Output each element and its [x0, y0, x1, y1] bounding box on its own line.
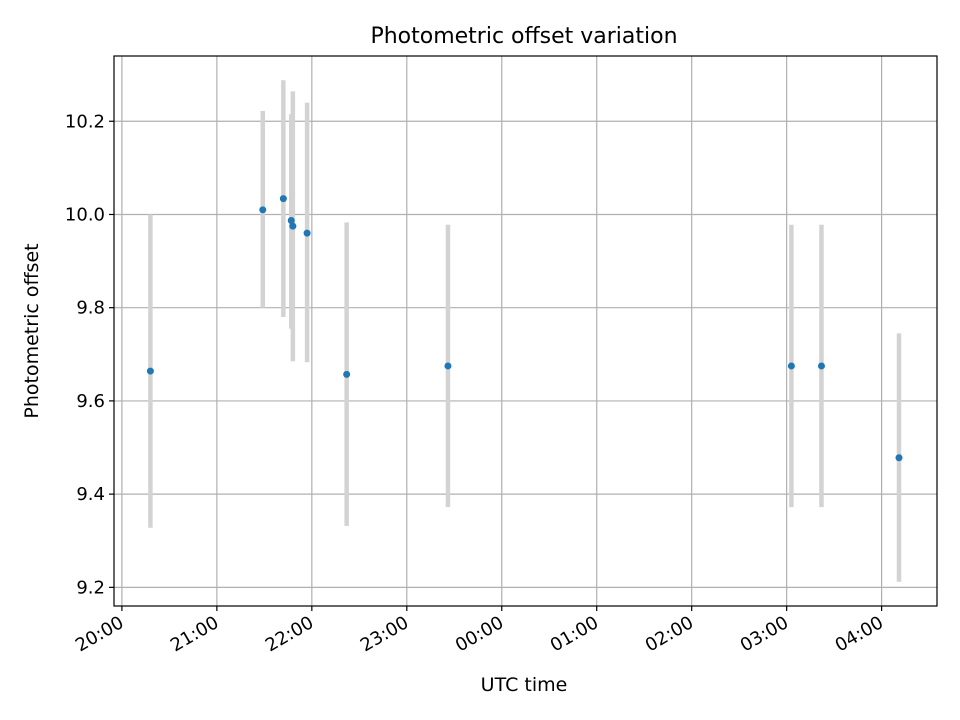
x-axis-label: UTC time — [481, 674, 568, 696]
data-point — [146, 367, 154, 375]
data-point — [817, 362, 825, 370]
y-tick-label: 9.6 — [76, 391, 105, 412]
x-tick-label: 23:00 — [357, 612, 412, 656]
plot-frame — [113, 55, 938, 607]
grid — [114, 56, 937, 606]
y-tick-label: 9.8 — [76, 298, 105, 319]
y-axis: 9.2 9.4 9.6 9.8 10.0 10.2 — [65, 111, 114, 598]
x-tick-label: 00:00 — [452, 612, 507, 656]
data-points — [146, 195, 903, 462]
x-tick-label: 21:00 — [167, 612, 222, 656]
y-tick-label: 9.4 — [76, 484, 105, 505]
data-point — [279, 195, 287, 203]
data-point — [444, 362, 452, 370]
y-tick-label: 10.0 — [65, 204, 105, 225]
x-tick-label: 03:00 — [737, 612, 792, 656]
x-tick-label: 20:00 — [72, 612, 127, 656]
data-point — [895, 454, 903, 462]
data-point — [259, 206, 267, 214]
data-point — [303, 229, 311, 237]
x-axis: 20:00 21:00 22:00 23:00 00:00 01:00 02:00 03:00… — [72, 606, 887, 656]
x-tick-label: 01:00 — [547, 612, 602, 656]
data-point — [289, 222, 297, 230]
data-point — [287, 217, 295, 225]
y-axis-label: Photometric offset — [21, 243, 43, 418]
chart-title: Photometric offset variation — [370, 24, 677, 49]
data-point — [343, 370, 351, 378]
y-tick-label: 10.2 — [65, 111, 105, 132]
data-point — [787, 362, 795, 370]
x-tick-label: 22:00 — [262, 612, 317, 656]
x-tick-label: 02:00 — [642, 612, 697, 656]
x-tick-label: 04:00 — [832, 612, 887, 656]
y-tick-label: 9.2 — [76, 577, 105, 598]
